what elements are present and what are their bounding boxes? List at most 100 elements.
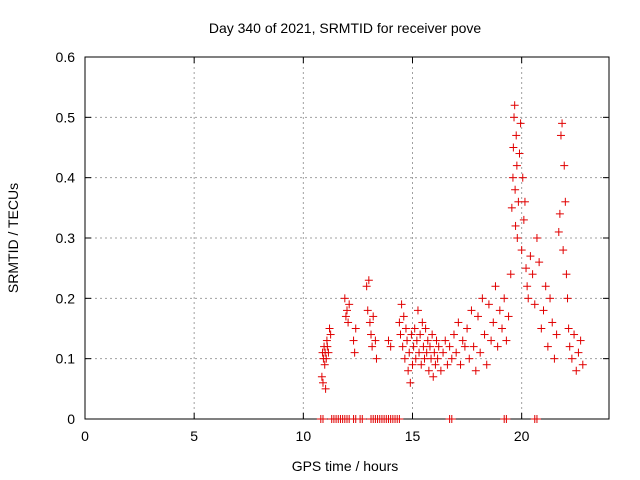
data-point xyxy=(562,270,571,279)
data-point xyxy=(320,360,329,369)
data-point xyxy=(528,270,537,279)
data-point xyxy=(407,330,416,339)
y-tick-label: 0 xyxy=(67,411,75,427)
data-point xyxy=(552,330,561,339)
data-point xyxy=(412,336,421,345)
data-point xyxy=(418,318,427,327)
data-point xyxy=(350,348,359,357)
y-tick-label: 0.3 xyxy=(56,230,76,246)
data-point xyxy=(429,372,438,381)
data-point xyxy=(367,330,376,339)
data-point xyxy=(324,348,333,357)
data-point xyxy=(471,366,480,375)
data-point xyxy=(416,330,425,339)
data-point xyxy=(396,330,405,339)
data-point xyxy=(368,342,377,351)
data-point xyxy=(363,306,372,315)
data-point xyxy=(399,312,408,321)
data-point xyxy=(498,324,507,333)
data-point xyxy=(398,342,407,351)
data-point xyxy=(520,197,529,206)
data-point xyxy=(576,336,585,345)
data-point xyxy=(502,336,511,345)
data-point xyxy=(517,246,526,255)
data-point xyxy=(512,161,521,170)
data-point xyxy=(433,354,442,363)
data-point xyxy=(439,348,448,357)
data-point xyxy=(452,348,461,357)
data-point xyxy=(539,306,548,315)
data-point xyxy=(425,342,434,351)
data-point xyxy=(510,113,519,122)
x-tick-label: 20 xyxy=(514,428,530,444)
data-point xyxy=(421,324,430,333)
data-point xyxy=(411,354,420,363)
data-point xyxy=(423,336,432,345)
data-point xyxy=(434,342,443,351)
data-point xyxy=(400,354,409,363)
data-point xyxy=(515,149,524,158)
data-point xyxy=(362,282,371,291)
data-point xyxy=(554,227,563,236)
axis-ticks: 0 0.1 0.2 0.3 0.4 0.5 0.6 0 5 10 15 20 xyxy=(56,49,609,444)
data-point xyxy=(417,360,426,369)
y-tick-label: 0.6 xyxy=(56,49,76,65)
data-point xyxy=(428,330,437,339)
y-tick-label: 0.5 xyxy=(56,109,76,125)
data-point xyxy=(405,348,414,357)
data-point xyxy=(340,294,349,303)
data-point xyxy=(509,143,518,152)
data-point xyxy=(510,101,519,110)
data-point xyxy=(489,318,498,327)
data-point xyxy=(456,360,465,369)
chart-title: Day 340 of 2021, SRMTID for receiver pov… xyxy=(209,20,482,36)
data-point xyxy=(519,215,528,224)
data-point xyxy=(578,360,587,369)
data-point xyxy=(445,342,454,351)
data-point xyxy=(463,324,472,333)
data-point xyxy=(478,294,487,303)
data-point xyxy=(500,294,509,303)
data-point xyxy=(325,324,334,333)
data-point xyxy=(365,318,374,327)
data-point xyxy=(512,131,521,140)
data-point xyxy=(413,306,422,315)
data-point xyxy=(349,336,358,345)
data-point xyxy=(574,348,583,357)
data-point xyxy=(543,342,552,351)
data-point xyxy=(436,366,445,375)
data-point xyxy=(563,294,572,303)
data-point xyxy=(506,270,515,279)
data-point xyxy=(524,294,533,303)
data-point xyxy=(491,282,500,291)
data-point xyxy=(511,185,520,194)
data-point xyxy=(443,360,452,369)
data-point xyxy=(565,342,574,351)
data-point xyxy=(447,415,456,423)
data-point xyxy=(495,306,504,315)
data-point xyxy=(572,366,581,375)
y-axis-label: SRMTID / TECUs xyxy=(5,183,21,293)
data-point xyxy=(541,282,550,291)
data-point xyxy=(507,203,516,212)
data-point xyxy=(467,306,476,315)
data-point xyxy=(395,415,404,423)
data-point xyxy=(532,415,541,423)
data-point xyxy=(460,342,469,351)
data-point xyxy=(397,300,406,309)
data-points xyxy=(316,101,587,423)
data-point xyxy=(384,336,393,345)
data-point xyxy=(558,119,567,128)
data-point xyxy=(530,300,539,309)
data-point xyxy=(323,342,332,351)
data-point xyxy=(511,221,520,230)
x-axis-label: GPS time / hours xyxy=(292,458,399,474)
data-point xyxy=(369,312,378,321)
data-point xyxy=(513,234,522,242)
data-point xyxy=(484,300,493,309)
data-point xyxy=(341,312,350,321)
data-point xyxy=(318,378,327,387)
data-point xyxy=(408,360,417,369)
data-point xyxy=(508,173,517,182)
